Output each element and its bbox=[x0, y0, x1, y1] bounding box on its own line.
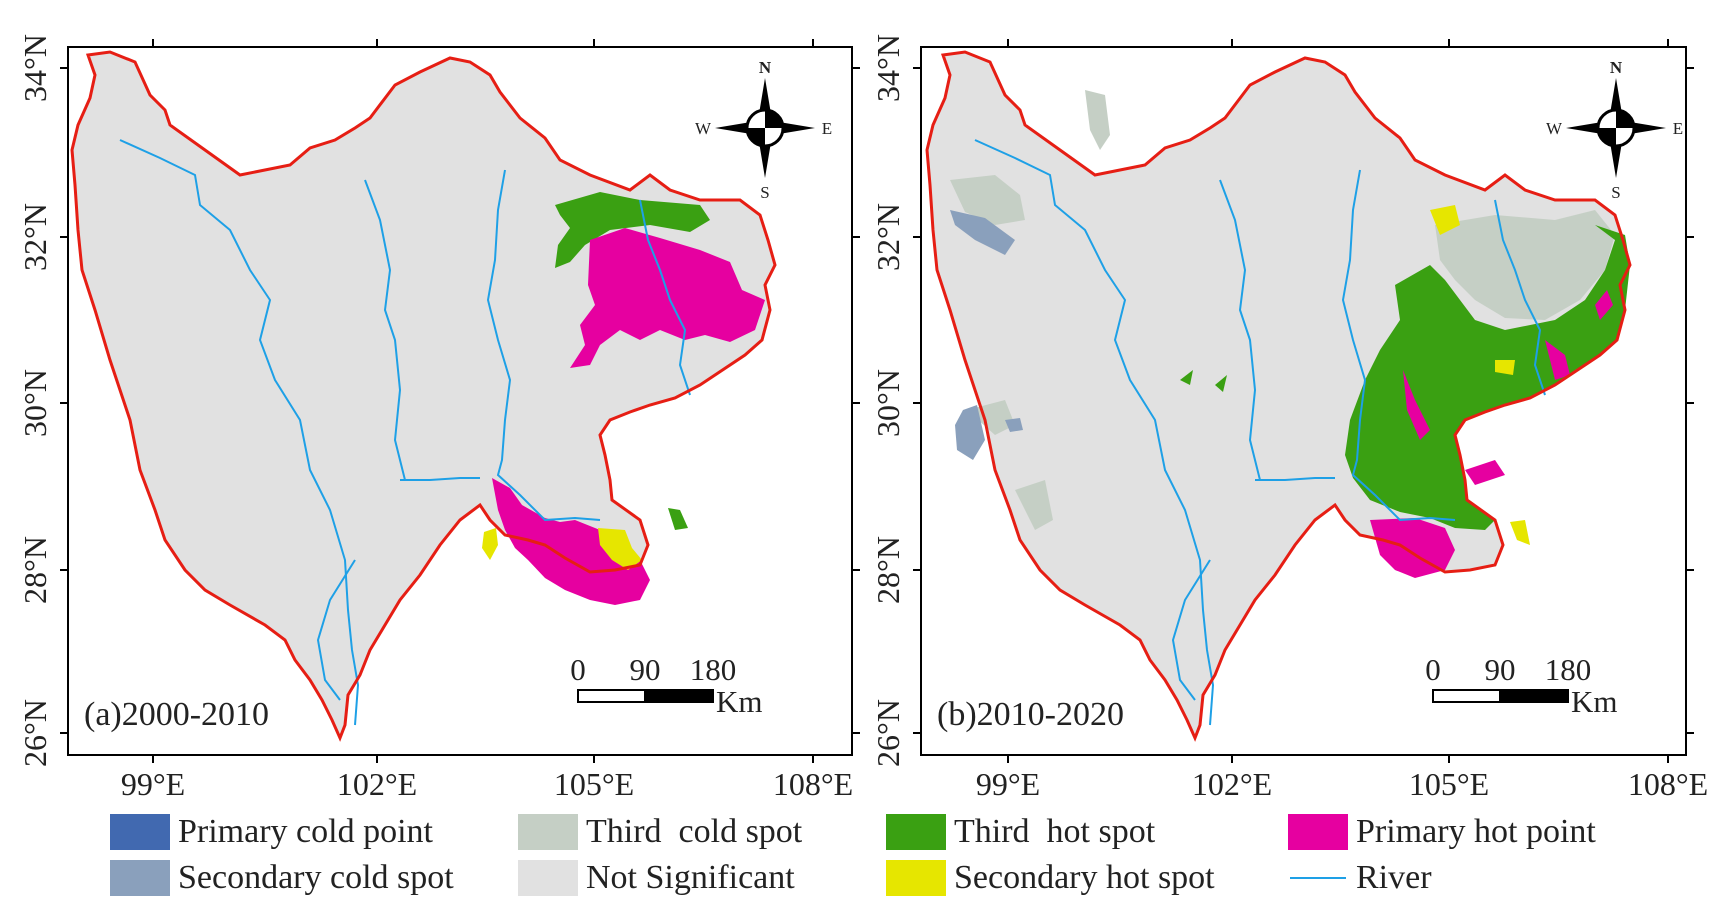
north-arrow-compass: N S W E bbox=[695, 58, 832, 202]
legend-swatch bbox=[886, 860, 946, 896]
legend-swatch bbox=[518, 860, 578, 896]
legend-item-primary-cold: Primary cold point bbox=[110, 812, 433, 852]
third-hot-zone bbox=[1215, 375, 1227, 392]
rivers bbox=[974, 139, 1546, 726]
third-cold-zone bbox=[1085, 90, 1110, 150]
legend-swatch bbox=[1288, 814, 1348, 850]
legend-item-primary-hot: Primary hot point bbox=[1288, 812, 1596, 852]
third-hot-zone bbox=[555, 192, 710, 268]
north-arrow-compass: N S W E bbox=[1546, 58, 1683, 202]
third-hot-zone bbox=[1345, 225, 1630, 530]
x-tick-label: 99°E bbox=[121, 766, 185, 802]
third-hot-zone bbox=[1180, 370, 1193, 385]
secondary-cold-zone bbox=[955, 405, 985, 460]
legend-item-third-cold: Third cold spot bbox=[518, 812, 802, 852]
compass-n: N bbox=[759, 58, 772, 77]
y-tick-label: 28°N bbox=[17, 536, 53, 604]
legend-label: Not Significant bbox=[586, 859, 795, 896]
primary-hot-zone bbox=[570, 228, 765, 368]
scale-value: 0 bbox=[570, 652, 586, 687]
rivers bbox=[119, 139, 691, 726]
primary-hot-zone-south bbox=[492, 478, 650, 605]
secondary-cold-zone bbox=[1005, 418, 1023, 432]
scale-bar: 0 90 180 Km bbox=[570, 652, 762, 719]
legend-label: Secondary hot spot bbox=[954, 859, 1215, 896]
scale-value: 90 bbox=[630, 652, 661, 687]
scale-value: 90 bbox=[1485, 652, 1516, 687]
legend-item-third-hot: Third hot spot bbox=[886, 812, 1155, 852]
third-cold-zone bbox=[1015, 480, 1053, 530]
secondary-cold-zone bbox=[950, 210, 1015, 255]
scale-value: 180 bbox=[690, 652, 737, 687]
secondary-hot-zone-2 bbox=[482, 528, 498, 560]
y-tick-label: 30°N bbox=[17, 369, 53, 437]
axis-ticks bbox=[913, 39, 1694, 763]
primary-hot-zone bbox=[1370, 518, 1455, 578]
x-tick-label: 105°E bbox=[1409, 766, 1489, 802]
legend-label: Third hot spot bbox=[954, 813, 1156, 850]
third-cold-zone bbox=[950, 175, 1025, 225]
x-tick-label: 108°E bbox=[1628, 766, 1708, 802]
scale-unit: Km bbox=[1571, 684, 1618, 719]
third-cold-zone bbox=[967, 400, 1015, 435]
y-tick-label: 28°N bbox=[870, 536, 906, 604]
x-tick-label: 99°E bbox=[976, 766, 1040, 802]
legend-label: Primary hot point bbox=[1356, 813, 1596, 850]
hotspot-zones bbox=[950, 90, 1630, 578]
legend-label: Primary cold point bbox=[178, 813, 433, 850]
compass-s: S bbox=[1611, 183, 1620, 202]
legend-item-river: River bbox=[1288, 858, 1432, 898]
legend-swatch bbox=[110, 814, 170, 850]
x-tick-label: 108°E bbox=[773, 766, 853, 802]
legend-swatch bbox=[886, 814, 946, 850]
secondary-hot-zone bbox=[1430, 205, 1460, 235]
primary-hot-zone bbox=[1465, 460, 1505, 485]
scale-value: 0 bbox=[1425, 652, 1441, 687]
panel-label: (a)2000-2010 bbox=[84, 696, 269, 733]
axis-ticks bbox=[60, 39, 860, 763]
map-panel-b: 34°N 32°N 30°N 28°N 26°N 99°E 102°E 105°… bbox=[870, 34, 1708, 802]
compass-s: S bbox=[760, 183, 769, 202]
primary-hot-zone bbox=[1595, 290, 1613, 320]
third-cold-zone bbox=[1435, 210, 1615, 320]
legend-label: Third cold spot bbox=[586, 813, 803, 850]
y-tick-label: 26°N bbox=[870, 699, 906, 767]
secondary-hot-zone bbox=[1495, 360, 1515, 375]
y-tick-label: 34°N bbox=[17, 34, 53, 102]
secondary-hot-zone bbox=[598, 528, 642, 570]
x-tick-label: 102°E bbox=[1192, 766, 1272, 802]
compass-w: W bbox=[695, 119, 712, 138]
y-tick-label: 30°N bbox=[870, 369, 906, 437]
legend-label: Secondary cold spot bbox=[178, 859, 454, 896]
compass-w: W bbox=[1546, 119, 1563, 138]
hotspot-zones bbox=[482, 192, 765, 605]
primary-hot-zone bbox=[1403, 370, 1430, 440]
compass-e: E bbox=[1673, 119, 1683, 138]
scale-unit: Km bbox=[716, 684, 763, 719]
x-tick-label: 105°E bbox=[554, 766, 634, 802]
map-legend: Primary cold point Secondary cold spot T… bbox=[0, 810, 1731, 910]
legend-swatch bbox=[518, 814, 578, 850]
legend-label: River bbox=[1356, 859, 1432, 896]
legend-item-secondary-hot: Secondary hot spot bbox=[886, 858, 1215, 898]
third-hot-zone-south bbox=[668, 508, 688, 530]
legend-item-secondary-cold: Secondary cold spot bbox=[110, 858, 454, 898]
legend-item-not-significant: Not Significant bbox=[518, 858, 795, 898]
compass-n: N bbox=[1610, 58, 1623, 77]
legend-swatch bbox=[110, 860, 170, 896]
x-tick-label: 102°E bbox=[337, 766, 417, 802]
y-tick-label: 26°N bbox=[17, 699, 53, 767]
scale-value: 180 bbox=[1545, 652, 1592, 687]
y-tick-label: 32°N bbox=[17, 203, 53, 271]
compass-e: E bbox=[822, 119, 832, 138]
y-tick-label: 32°N bbox=[870, 203, 906, 271]
map-panel-a: 34°N 32°N 30°N 28°N 26°N 99°E 102°E 105°… bbox=[17, 34, 860, 802]
y-tick-label: 34°N bbox=[870, 34, 906, 102]
secondary-hot-zone bbox=[1510, 520, 1530, 545]
scale-bar: 0 90 180 Km bbox=[1425, 652, 1617, 719]
primary-hot-zone bbox=[1545, 340, 1570, 380]
panel-label: (b)2010-2020 bbox=[937, 696, 1124, 733]
river-line-icon bbox=[1288, 860, 1348, 896]
